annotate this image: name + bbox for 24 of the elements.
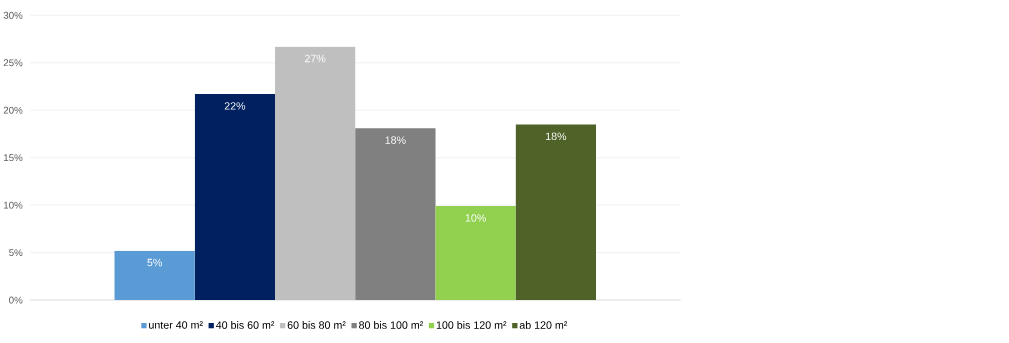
y-tick-label: 15% bbox=[4, 154, 23, 162]
y-tick-label: 25% bbox=[3, 59, 23, 67]
legend-label: 100 bis 120 m² bbox=[436, 321, 507, 330]
data-label: 18% bbox=[385, 136, 406, 145]
bar bbox=[194, 94, 276, 301]
y-tick-label: 0% bbox=[9, 296, 23, 304]
bar bbox=[355, 128, 436, 301]
y-tick-label: 10% bbox=[4, 201, 23, 209]
data-label: 5% bbox=[147, 259, 162, 267]
y-tick-label: 30% bbox=[3, 12, 23, 19]
legend-label: 80 bis 100 m² bbox=[359, 321, 424, 330]
bar bbox=[515, 124, 597, 301]
y-tick-label: 20% bbox=[3, 107, 23, 114]
data-label: 22% bbox=[224, 102, 246, 110]
bar bbox=[114, 250, 195, 301]
y-tick-label: 5% bbox=[9, 249, 23, 257]
data-label: 10% bbox=[465, 214, 486, 222]
legend-label: 60 bis 80 m² bbox=[287, 321, 346, 330]
bar bbox=[435, 206, 516, 301]
legend-label: ab 120 m² bbox=[519, 321, 568, 330]
data-label: 18% bbox=[546, 132, 567, 141]
legend-label: 40 bis 60 m² bbox=[215, 321, 275, 330]
data-label: 27% bbox=[305, 54, 326, 63]
legend-label: unter 40 m² bbox=[149, 321, 203, 329]
